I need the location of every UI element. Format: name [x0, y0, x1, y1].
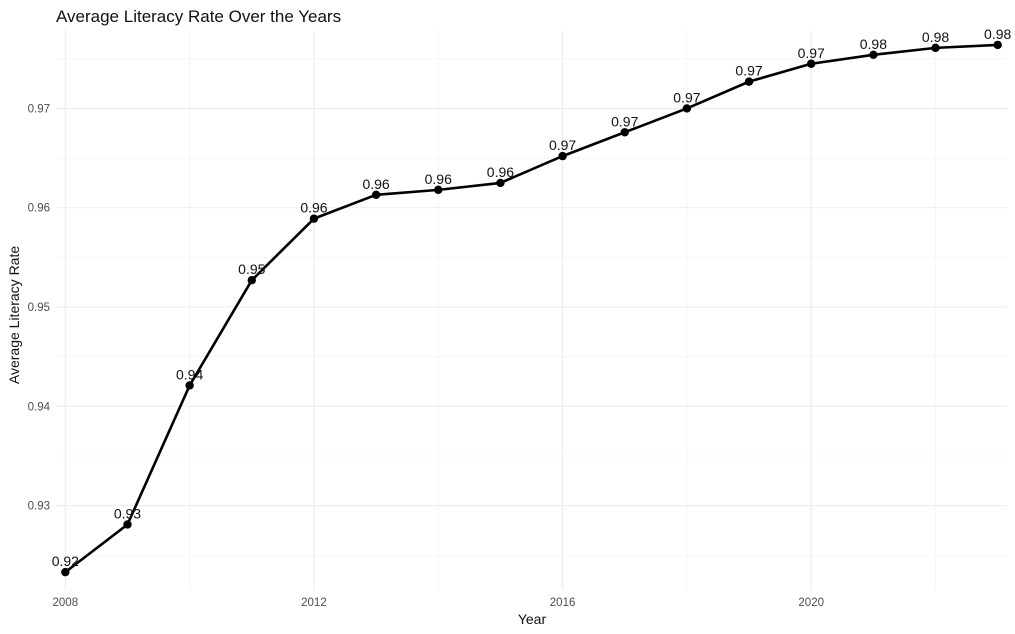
series-line	[64, 43, 998, 574]
data-label: 0.97	[673, 89, 700, 105]
data-point	[682, 104, 692, 113]
data-point	[558, 151, 567, 161]
data-point	[309, 214, 319, 223]
x-tick-label: 2020	[798, 597, 824, 609]
data-label: 0.95	[238, 261, 265, 277]
y-tick-label: 0.93	[28, 501, 50, 513]
data-label: 0.92	[52, 553, 79, 569]
y-axis-title: Average Literacy Rate	[6, 246, 22, 384]
data-labels: 0.92 0.93 0.94 0.95 0.96 0.96 0.96 0.96 0.97 0.97…	[52, 26, 1012, 569]
data-label: 0.97	[735, 63, 762, 79]
data-point	[247, 276, 256, 285]
data-point	[993, 40, 1002, 50]
data-label: 0.96	[425, 171, 452, 187]
data-label: 0.98	[922, 29, 949, 45]
series-layer	[61, 40, 1002, 577]
data-point	[744, 77, 754, 86]
data-point	[807, 59, 816, 68]
x-axis-title: Year	[518, 611, 547, 627]
data-point	[371, 190, 381, 200]
data-label: 0.93	[114, 505, 141, 521]
chart-title: Average Literacy Rate Over the Years	[56, 7, 341, 26]
x-tick-label: 2012	[301, 597, 327, 609]
data-point	[123, 520, 132, 529]
x-tick-label: 2008	[53, 597, 79, 609]
data-label: 0.97	[611, 113, 638, 129]
data-point	[496, 178, 505, 188]
data-point	[434, 185, 443, 195]
x-tick-label: 2016	[550, 597, 576, 609]
axes: 2008 2012 2016 2020 0.93 0.94 0.95 0.96 0.97	[28, 103, 824, 609]
data-label: 0.96	[487, 164, 514, 180]
y-tick-label: 0.94	[28, 401, 51, 413]
data-point	[869, 50, 878, 60]
data-label: 0.98	[984, 26, 1011, 42]
data-label: 0.98	[860, 36, 887, 52]
data-label: 0.97	[798, 45, 825, 61]
data-label: 0.97	[549, 137, 576, 153]
data-label: 0.94	[176, 366, 203, 382]
data-point	[620, 128, 629, 137]
data-point	[185, 381, 194, 390]
y-tick-label: 0.95	[28, 302, 50, 314]
y-tick-label: 0.96	[28, 203, 50, 215]
data-point	[61, 567, 70, 577]
data-label: 0.96	[362, 176, 389, 192]
gridlines	[56, 30, 1007, 590]
data-label: 0.96	[300, 200, 327, 216]
y-tick-label: 0.97	[28, 103, 50, 115]
data-point	[931, 43, 940, 53]
